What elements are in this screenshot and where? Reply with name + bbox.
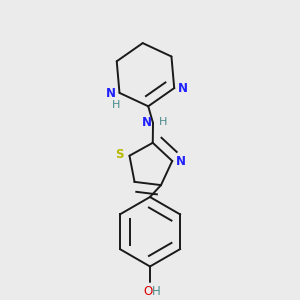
- Text: N: N: [176, 155, 186, 168]
- Text: N: N: [178, 82, 188, 95]
- Text: N: N: [142, 116, 152, 129]
- Text: H: H: [158, 117, 167, 128]
- Text: S: S: [116, 148, 124, 161]
- Text: N: N: [106, 87, 116, 100]
- Text: H: H: [112, 100, 120, 110]
- Text: O: O: [144, 285, 153, 298]
- Text: H: H: [152, 285, 161, 298]
